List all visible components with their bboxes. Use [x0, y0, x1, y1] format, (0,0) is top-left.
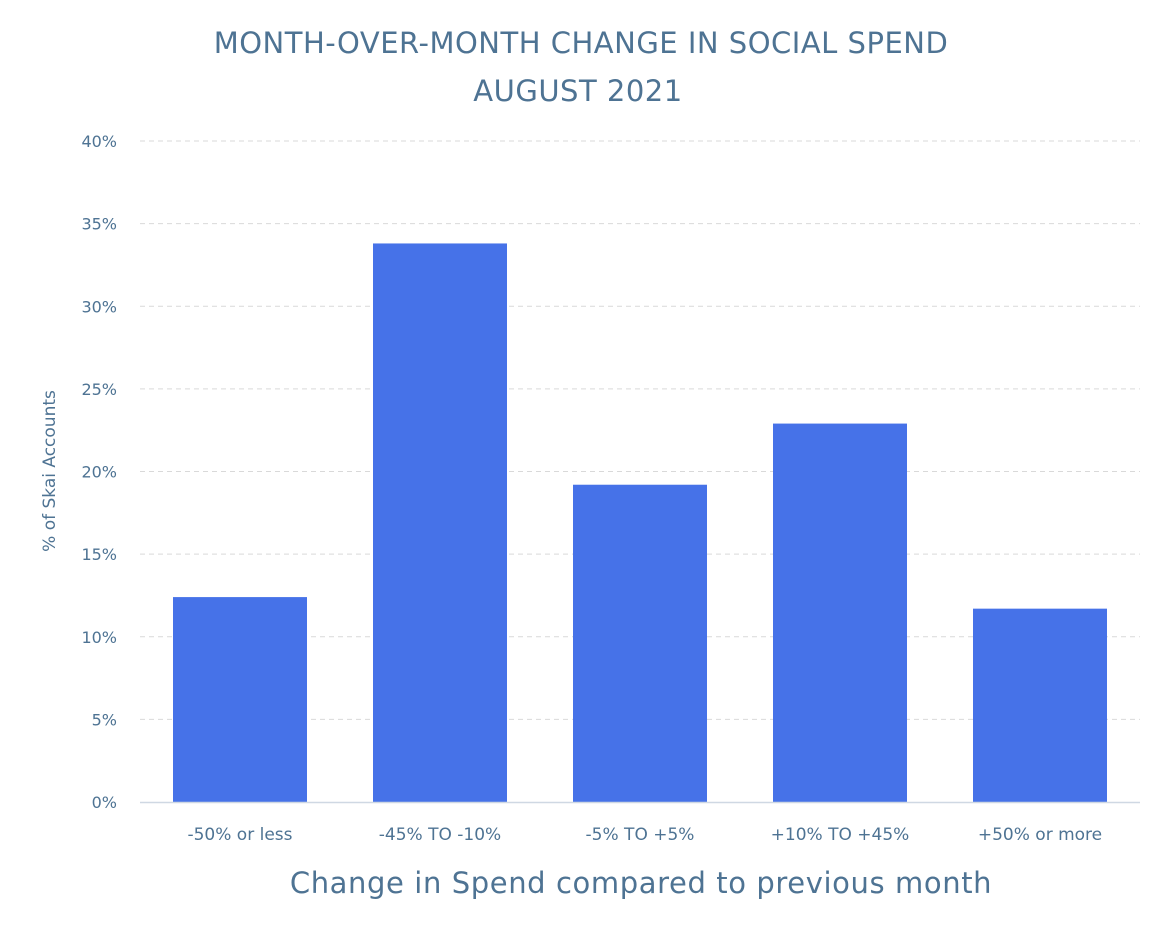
- x-tick-label: -45% TO -10%: [379, 825, 501, 845]
- chart-title: MONTH-OVER-MONTH CHANGE IN SOCIAL SPEND: [213, 26, 949, 60]
- y-tick-label: 35%: [81, 215, 117, 234]
- y-tick-label: 25%: [81, 380, 117, 399]
- bar: [573, 484, 707, 802]
- bar: [373, 243, 507, 802]
- y-tick-label: 40%: [81, 132, 117, 151]
- bar: [773, 423, 907, 802]
- bar: [173, 597, 307, 802]
- x-tick-label: -50% or less: [187, 825, 292, 845]
- x-axis-title: Change in Spend compared to previous mon…: [290, 866, 992, 900]
- y-tick-label: 10%: [81, 628, 117, 647]
- bars: [173, 243, 1107, 802]
- y-tick-label: 15%: [81, 545, 117, 564]
- chart-subtitle: AUGUST 2021: [473, 74, 683, 108]
- axes: 0% 5% 10% 15% 20% 25% 30% 35% 40% -50% or less -45…: [81, 132, 1140, 845]
- y-tick-label: 20%: [81, 463, 117, 482]
- y-tick-label: 0%: [92, 793, 117, 812]
- x-tick-label: -5% TO +5%: [586, 825, 695, 845]
- y-tick-label: 5%: [92, 710, 117, 729]
- bar: [973, 608, 1107, 802]
- y-axis-title: % of Skai Accounts: [40, 390, 60, 552]
- x-tick-label: +10% TO +45%: [771, 825, 910, 845]
- y-tick-label: 30%: [81, 297, 117, 316]
- x-tick-label: +50% or more: [978, 825, 1102, 845]
